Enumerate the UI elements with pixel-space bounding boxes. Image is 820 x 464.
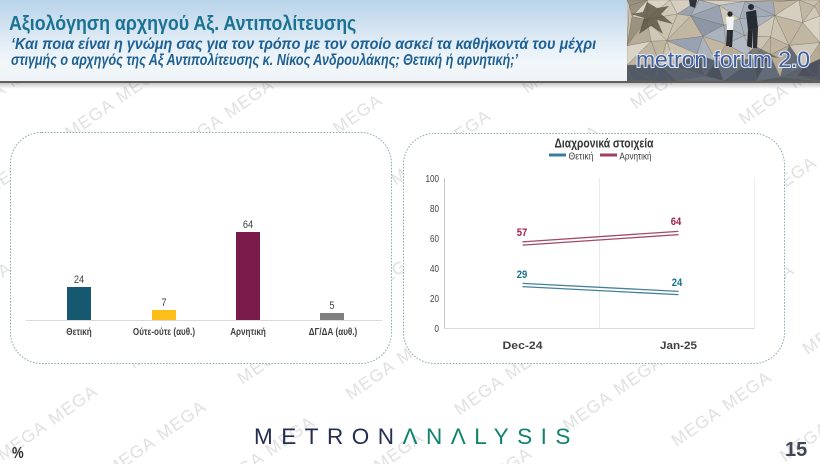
svg-text:Αρνητική: Αρνητική <box>620 151 652 163</box>
svg-text:100: 100 <box>426 173 440 185</box>
svg-text:64: 64 <box>671 216 682 228</box>
svg-text:0: 0 <box>434 323 439 335</box>
svg-text:Dec-24: Dec-24 <box>503 340 544 352</box>
svg-text:Jan-25: Jan-25 <box>660 340 697 352</box>
svg-text:20: 20 <box>430 293 439 305</box>
svg-text:24: 24 <box>672 277 683 289</box>
svg-text:80: 80 <box>430 203 439 215</box>
svg-text:40: 40 <box>430 263 439 275</box>
svg-text:Θετική: Θετική <box>569 151 594 163</box>
svg-text:Διαχρονικά στοιχεία: Διαχρονικά στοιχεία <box>555 137 654 151</box>
svg-text:57: 57 <box>517 227 528 239</box>
svg-text:29: 29 <box>517 269 528 281</box>
svg-text:metron forum 2.0: metron forum 2.0 <box>636 47 810 72</box>
svg-text:60: 60 <box>430 233 439 245</box>
